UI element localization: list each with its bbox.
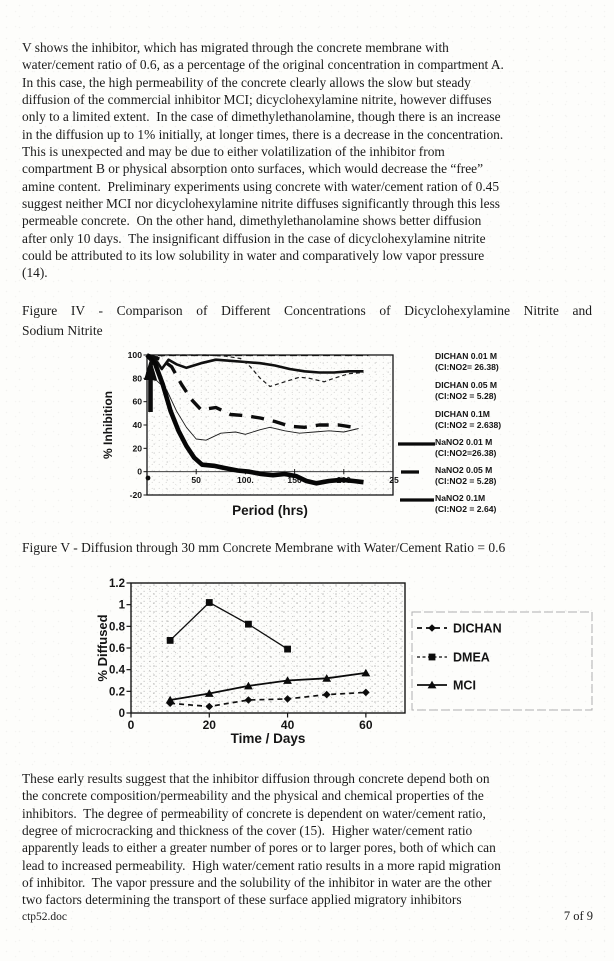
fig5-series-mci — [169, 672, 367, 701]
fig5-legend-label: DICHAN — [453, 622, 502, 636]
fig4-y-axis-title: % Inhibition — [101, 391, 115, 459]
fig4-legend-label: NaNO2 0.05 M — [435, 465, 492, 475]
figure5-caption: Figure V - Diffusion through 30 mm Concr… — [22, 540, 506, 555]
svg-text:80: 80 — [132, 373, 142, 383]
fig4-legend-label: NaNO2 0.1M — [435, 493, 485, 503]
fig4-legend-ratio: (Cl:NO2 = 5.28) — [435, 476, 497, 486]
svg-text:0.2: 0.2 — [109, 686, 125, 698]
svg-text:1.2: 1.2 — [109, 578, 125, 590]
paragraph-2: These early results suggest that the inh… — [22, 771, 501, 908]
fig5-series-dichan — [170, 691, 366, 708]
svg-text:0.4: 0.4 — [109, 665, 126, 677]
svg-text:100.: 100. — [237, 475, 254, 485]
fig4-origin-dot — [145, 475, 151, 481]
fig4-series-nano2-0.05-m — [146, 353, 354, 430]
svg-text:50: 50 — [191, 475, 201, 485]
fig5-legend-label: DMEA — [453, 651, 490, 665]
figure4-caption-line1: Figure IV - Comparison of Different Conc… — [22, 303, 592, 318]
svg-text:0: 0 — [119, 708, 125, 720]
fig4-legend-ratio: (Cl:NO2 = 2.638) — [435, 420, 501, 430]
fig5-y-axis: 0 0.2 0.4 0.6 0.8 1 1.2 — [109, 578, 131, 720]
fig4-legend-ratio: (Cl:NO2=26.38) — [435, 448, 497, 458]
fig5-x-axis-title: Time / Days — [231, 731, 306, 746]
svg-text:-20: -20 — [130, 490, 143, 500]
fig4-series-dichan-0.1m — [146, 377, 359, 441]
svg-text:40: 40 — [132, 420, 142, 430]
svg-text:40: 40 — [281, 718, 295, 732]
svg-text:60: 60 — [132, 397, 142, 407]
fig4-legend-label: DICHAN 0.1M — [435, 409, 490, 419]
fig5-x-axis: 0 20 40 60 — [128, 713, 373, 732]
fig5-y-axis-title: % Diffused — [95, 614, 110, 681]
svg-text:1: 1 — [119, 600, 126, 612]
svg-text:100: 100 — [128, 350, 143, 360]
figure4-chart: 100 80 60 40 20 0 -20 50 100. 150 20 0 25 % Inhibitio… — [101, 350, 501, 518]
svg-text:60: 60 — [359, 718, 373, 732]
svg-text:0.6: 0.6 — [109, 643, 125, 655]
figure4-caption: Figure IV - Comparison of Different Conc… — [22, 301, 592, 342]
fig5-legend: DICHAN DMEA MCI — [411, 611, 593, 711]
fig4-y-axis: 100 80 60 40 20 0 -20 — [128, 350, 147, 500]
fig4-series-nano2-0.1m — [145, 353, 364, 486]
svg-text:25: 25 — [389, 475, 399, 485]
figure5-chart: 0 0.2 0.4 0.6 0.8 1 1.2 0 20 40 60 % Diffused Time /… — [95, 578, 593, 746]
fig4-series-dichan-0.01-m — [145, 357, 364, 375]
page-footer: ctp52.doc 7 of 9 — [22, 909, 593, 924]
svg-text:20: 20 — [203, 718, 217, 732]
svg-text:150: 150 — [287, 475, 302, 485]
fig5-legend-box — [411, 611, 593, 711]
figure4-caption-line2: Sodium Nitrite — [22, 323, 103, 339]
fig5-series — [165, 599, 371, 711]
fig4-legend-label: NaNO2 0.01 M — [435, 437, 492, 447]
svg-text:0: 0 — [128, 718, 135, 732]
footer-page-number: 7 of 9 — [563, 909, 593, 923]
fig4-legend-ratio: (Cl:NO2 = 2.64) — [435, 504, 497, 514]
fig4-legend-label: DICHAN 0.05 M — [435, 380, 497, 390]
svg-text:0.8: 0.8 — [109, 621, 126, 633]
fig4-legend-ratio: (Cl:NO2 = 5.28) — [435, 391, 497, 401]
fig4-legend-label: DICHAN 0.01 M — [435, 351, 497, 361]
fig4-legend-ratio: (Cl:NO2= 26.38) — [435, 362, 499, 372]
footer-filename: ctp52.doc — [22, 911, 68, 923]
fig5-legend-label: MCI — [453, 679, 476, 693]
svg-text:0: 0 — [137, 467, 142, 477]
fig4-series — [145, 353, 369, 486]
fig4-legend: DICHAN 0.01 M(Cl:NO2= 26.38) DICHAN 0.05 … — [398, 351, 501, 514]
svg-text:20: 20 — [132, 443, 142, 453]
fig5-series-dmea — [169, 601, 288, 650]
fig4-x-axis-title: Period (hrs) — [232, 503, 308, 518]
fig4-arrow-artifact — [144, 358, 157, 380]
paragraph-1: V shows the inhibitor, which has migrate… — [22, 40, 504, 281]
